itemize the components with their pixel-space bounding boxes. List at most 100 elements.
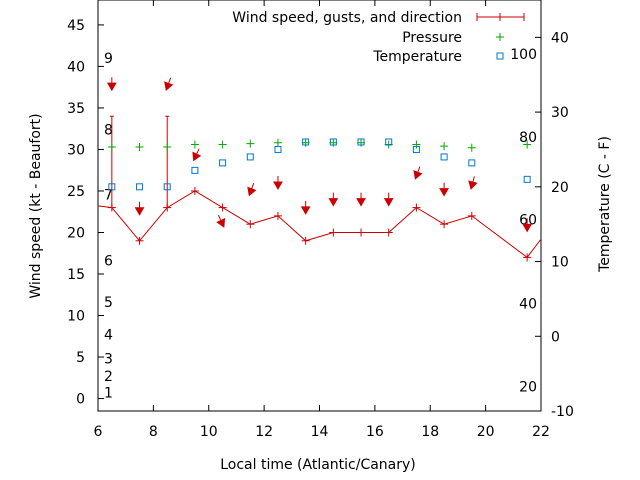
beaufort-label: 4 — [104, 328, 113, 344]
wind-direction-arrow — [328, 192, 339, 207]
series-marks — [97, 77, 542, 262]
temperature-point — [219, 159, 227, 167]
wind-direction-arrow — [468, 176, 478, 190]
wind-direction-arrow — [247, 183, 257, 197]
temperature-point — [468, 159, 476, 167]
arrow-head — [164, 81, 174, 91]
wind-direction-arrow — [164, 77, 174, 91]
beaufort-label: 2 — [104, 369, 113, 385]
x-tick-label: 22 — [532, 424, 550, 440]
pressure-point — [412, 140, 421, 149]
y-left-tick-label: 10 — [67, 309, 85, 325]
y-left-tick-label: 15 — [67, 267, 85, 283]
x-tick-label: 20 — [477, 424, 495, 440]
x-tick-label: 8 — [149, 424, 158, 440]
arrow-head — [216, 218, 226, 228]
pressure-point — [246, 139, 255, 148]
arrow-head — [468, 180, 478, 190]
x-tick-label: 16 — [366, 424, 384, 440]
y-left-tick-label: 40 — [67, 59, 85, 75]
wind-direction-arrow — [383, 192, 394, 207]
y-axis-label-left: Wind speed (kt - Beaufort) — [28, 113, 44, 298]
pressure-point — [523, 140, 532, 149]
arrow-head — [356, 198, 366, 207]
beaufort-label: 1 — [104, 386, 113, 402]
y-right-tick-label: 0 — [551, 329, 560, 345]
arrow-head — [134, 207, 145, 216]
wind-direction-arrow — [413, 166, 423, 180]
plot-border — [97, 0, 542, 412]
legend-label: Wind speed, gusts, and direction — [232, 10, 462, 26]
beaufort-label: 5 — [104, 295, 113, 311]
temperature-point — [136, 183, 144, 191]
arrow-head — [192, 151, 202, 162]
x-axis-label: Local time (Atlantic/Canary) — [220, 457, 416, 473]
x-tick-label: 12 — [255, 424, 273, 440]
beaufort-label: 6 — [104, 254, 113, 270]
temperature-point — [302, 138, 310, 146]
beaufort-label: 8 — [104, 123, 113, 139]
wind-direction-arrow — [216, 214, 226, 228]
temperature-point — [523, 175, 531, 183]
x-tick-label: 14 — [311, 424, 329, 440]
y-right-tick-label: 40 — [551, 30, 569, 46]
arrow-head — [247, 186, 257, 197]
temperature-point — [163, 183, 171, 191]
y-left-tick-label: 20 — [67, 225, 85, 241]
pressure-point — [107, 142, 116, 151]
temperature-point — [108, 183, 116, 191]
temperature-point — [274, 145, 282, 153]
fahrenheit-label: 80 — [519, 130, 537, 146]
wind-direction-arrow — [106, 77, 117, 92]
pressure-point — [273, 138, 282, 147]
arrow-head — [328, 198, 339, 207]
temperature-point — [385, 138, 393, 146]
legend-label: Temperature — [372, 49, 462, 65]
legend-pressure-sample — [496, 33, 504, 41]
y-axis-label-right: Temperature (C - F) — [597, 136, 613, 273]
arrow-head — [522, 223, 533, 233]
y-right-tick-label: 30 — [551, 105, 569, 121]
y-left-tick-label: 35 — [67, 101, 85, 117]
temperature-point — [246, 153, 254, 161]
y-left-tick-label: 30 — [67, 142, 85, 158]
wind-speed-line — [97, 190, 542, 259]
fahrenheit-label: 40 — [519, 296, 537, 312]
wind-direction-arrow — [439, 182, 449, 197]
pressure-point — [218, 140, 227, 149]
wind-direction-arrow — [134, 201, 145, 216]
y-right-tick-label: 10 — [551, 255, 569, 271]
beaufort-label: 9 — [104, 51, 113, 67]
y-left-tick-label: 25 — [67, 184, 85, 200]
x-tick-label: 6 — [94, 424, 103, 440]
y-left-tick-label: 45 — [67, 18, 85, 34]
temperature-point — [440, 153, 448, 161]
legend-label: Pressure — [402, 30, 462, 46]
temperature-point — [329, 138, 337, 146]
pressure-point — [163, 142, 172, 151]
beaufort-label: 7 — [104, 187, 113, 203]
temperature-point — [191, 166, 199, 174]
pressure-point — [190, 140, 199, 149]
pressure-point — [440, 142, 449, 151]
x-tick-label: 18 — [421, 424, 439, 440]
y-right-tick-label: -10 — [551, 404, 574, 420]
arrow-head — [383, 198, 394, 207]
y-left-tick-label: 5 — [76, 350, 85, 366]
arrow-head — [439, 188, 449, 197]
wind-direction-arrow — [522, 218, 533, 233]
temperature-point — [412, 145, 420, 153]
arrow-head — [413, 170, 423, 180]
y-left-tick-label: 0 — [76, 392, 85, 408]
plot-area — [97, 0, 542, 412]
wind-direction-arrow — [300, 200, 311, 215]
legend: Wind speed, gusts, and direction Pressure… — [232, 10, 525, 65]
beaufort-label: 3 — [104, 352, 113, 368]
temperature-point — [357, 138, 365, 146]
pressure-point — [467, 143, 476, 152]
arrow-head — [273, 181, 283, 190]
arrow-head — [300, 206, 311, 215]
legend-temperature-sample — [496, 52, 504, 60]
wind-direction-arrow — [273, 175, 283, 190]
